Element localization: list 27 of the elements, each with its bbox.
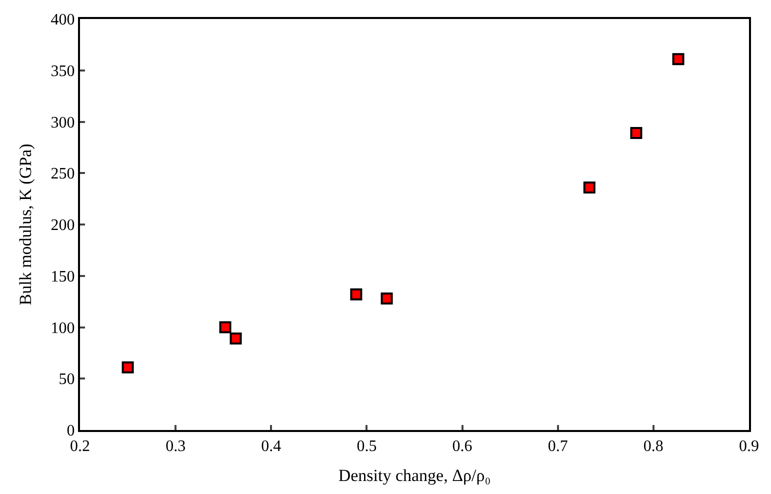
point [380,292,393,304]
y-tick-label: 350 [50,62,75,80]
x-tick-label: 0.2 [70,438,90,456]
y-tick-label: 250 [50,166,75,183]
point [630,127,642,140]
x-tick-label: 0.4 [261,438,282,456]
y-tick-label: 200 [50,217,75,234]
point [583,182,596,194]
y-tick-label: 50 [58,371,75,388]
x-tick-label: 0.6 [452,438,472,456]
x-axis-title: Density change, Δρ/ρ₀ [338,466,491,486]
y-tick-label: 0 [66,422,75,440]
point [122,361,134,374]
y-tick-label: 150 [50,268,75,286]
point [350,288,362,300]
y-axis-title: Bulk modulus, K (GPa) [16,144,35,306]
y-tick-label: 100 [50,320,75,337]
point [230,332,242,345]
x-tick-label: 0.9 [739,438,759,456]
y-tick-label: 400 [50,12,75,29]
x-tick-label: 0.3 [166,438,186,456]
x-tick-label: 0.7 [548,438,568,456]
point [219,321,232,334]
x-tick-label: 0.8 [643,438,664,456]
point [672,53,684,66]
x-tick-label: 0.5 [356,438,377,456]
y-tick-label: 300 [50,114,75,132]
